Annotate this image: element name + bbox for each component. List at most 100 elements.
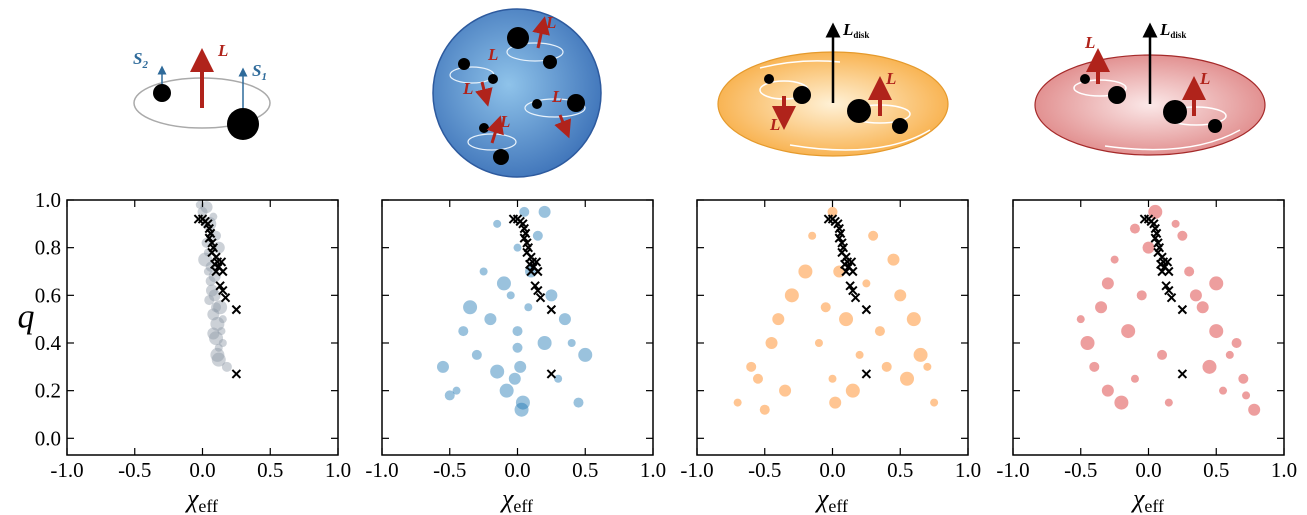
point <box>463 300 478 315</box>
x-tick-label: 1.0 <box>640 458 666 482</box>
panel: -1.0 -0.5 0.0 0.5 1.0 χeff <box>680 199 981 515</box>
point <box>514 360 527 373</box>
point <box>1089 361 1100 372</box>
point <box>221 361 232 372</box>
point <box>519 206 530 217</box>
point <box>514 402 529 417</box>
y-axis-label: q <box>18 299 35 336</box>
point <box>752 373 763 384</box>
illustration-label: L <box>885 69 896 88</box>
x-marker <box>218 266 228 277</box>
x-axis-symbol: χ <box>814 484 829 513</box>
point <box>554 374 563 383</box>
point <box>211 352 226 367</box>
point <box>855 350 864 359</box>
point <box>479 267 488 276</box>
x-axis-label: χeff <box>499 484 533 515</box>
x-marker <box>850 293 861 303</box>
point <box>484 313 497 326</box>
point <box>820 302 831 313</box>
point <box>868 230 879 241</box>
illustration-disk-orange: Ldisk L L <box>717 20 949 157</box>
point <box>1101 277 1114 290</box>
x-marker <box>1161 281 1171 291</box>
x-marker <box>1164 266 1174 277</box>
point <box>210 347 225 362</box>
illustration-label: L <box>1199 69 1210 88</box>
x-marker <box>531 257 542 267</box>
x-axis-subscript: eff <box>513 496 533 515</box>
point <box>772 313 785 326</box>
point <box>471 349 482 360</box>
point <box>197 206 208 217</box>
point <box>1164 398 1173 407</box>
illustration-label: L <box>487 45 498 64</box>
x-marker <box>848 285 858 296</box>
x-marker <box>231 369 242 379</box>
point <box>845 383 860 398</box>
point <box>1242 391 1251 400</box>
x-marker <box>193 214 204 224</box>
x-marker <box>1157 266 1167 277</box>
x-marker <box>861 369 872 379</box>
point <box>573 397 584 408</box>
y-tick-label: 0.0 <box>35 426 61 450</box>
illustration-label: S1 <box>252 61 267 83</box>
point <box>538 205 551 218</box>
point <box>862 279 871 288</box>
point <box>779 384 792 397</box>
x-marker <box>1155 259 1166 270</box>
x-marker <box>546 304 557 315</box>
point <box>1136 290 1147 301</box>
illustration-label: Ldisk <box>842 20 869 40</box>
point <box>829 396 842 409</box>
point <box>1177 230 1188 241</box>
panel: -1.0 -0.5 0.0 0.5 1.0 0.0 0.2 0.4 0.6 0.8 1.0 χeff q <box>18 188 352 515</box>
point <box>513 243 522 252</box>
point <box>874 326 885 337</box>
x-marker <box>216 257 227 267</box>
x-marker <box>220 293 231 303</box>
point <box>205 284 218 297</box>
x-marker <box>834 233 844 243</box>
point <box>217 327 226 336</box>
point <box>1129 223 1140 234</box>
x-axis-label: χeff <box>184 484 218 515</box>
point <box>506 291 515 300</box>
x-marker <box>1177 369 1188 379</box>
point <box>512 326 523 337</box>
point <box>578 347 593 362</box>
point <box>545 289 558 302</box>
point <box>210 316 225 331</box>
x-tick-label: 0.5 <box>1203 458 1229 482</box>
point <box>1110 255 1119 264</box>
point <box>808 231 817 240</box>
point <box>1114 395 1129 410</box>
point <box>213 300 228 315</box>
point <box>798 264 813 279</box>
point <box>1095 301 1108 314</box>
point <box>558 313 571 326</box>
point <box>784 288 799 303</box>
point <box>512 342 523 353</box>
x-marker <box>1166 293 1177 303</box>
point <box>1238 373 1249 384</box>
point <box>436 360 449 373</box>
point <box>1196 301 1209 314</box>
point <box>496 276 511 291</box>
x-marker <box>530 281 540 291</box>
illustration-label: L <box>551 87 562 106</box>
x-tick-label: -1.0 <box>365 458 398 482</box>
y-tick-label: 0.6 <box>35 283 61 307</box>
x-tick-label: -0.5 <box>1064 458 1097 482</box>
x-tick-label: 0.5 <box>572 458 598 482</box>
plot-area <box>193 200 242 379</box>
point <box>209 212 218 221</box>
point <box>828 374 837 383</box>
x-marker <box>215 281 225 291</box>
point <box>490 364 505 379</box>
plot-area <box>1076 204 1261 416</box>
x-tick-label: 0.5 <box>257 458 283 482</box>
axes-frame <box>1012 199 1285 456</box>
